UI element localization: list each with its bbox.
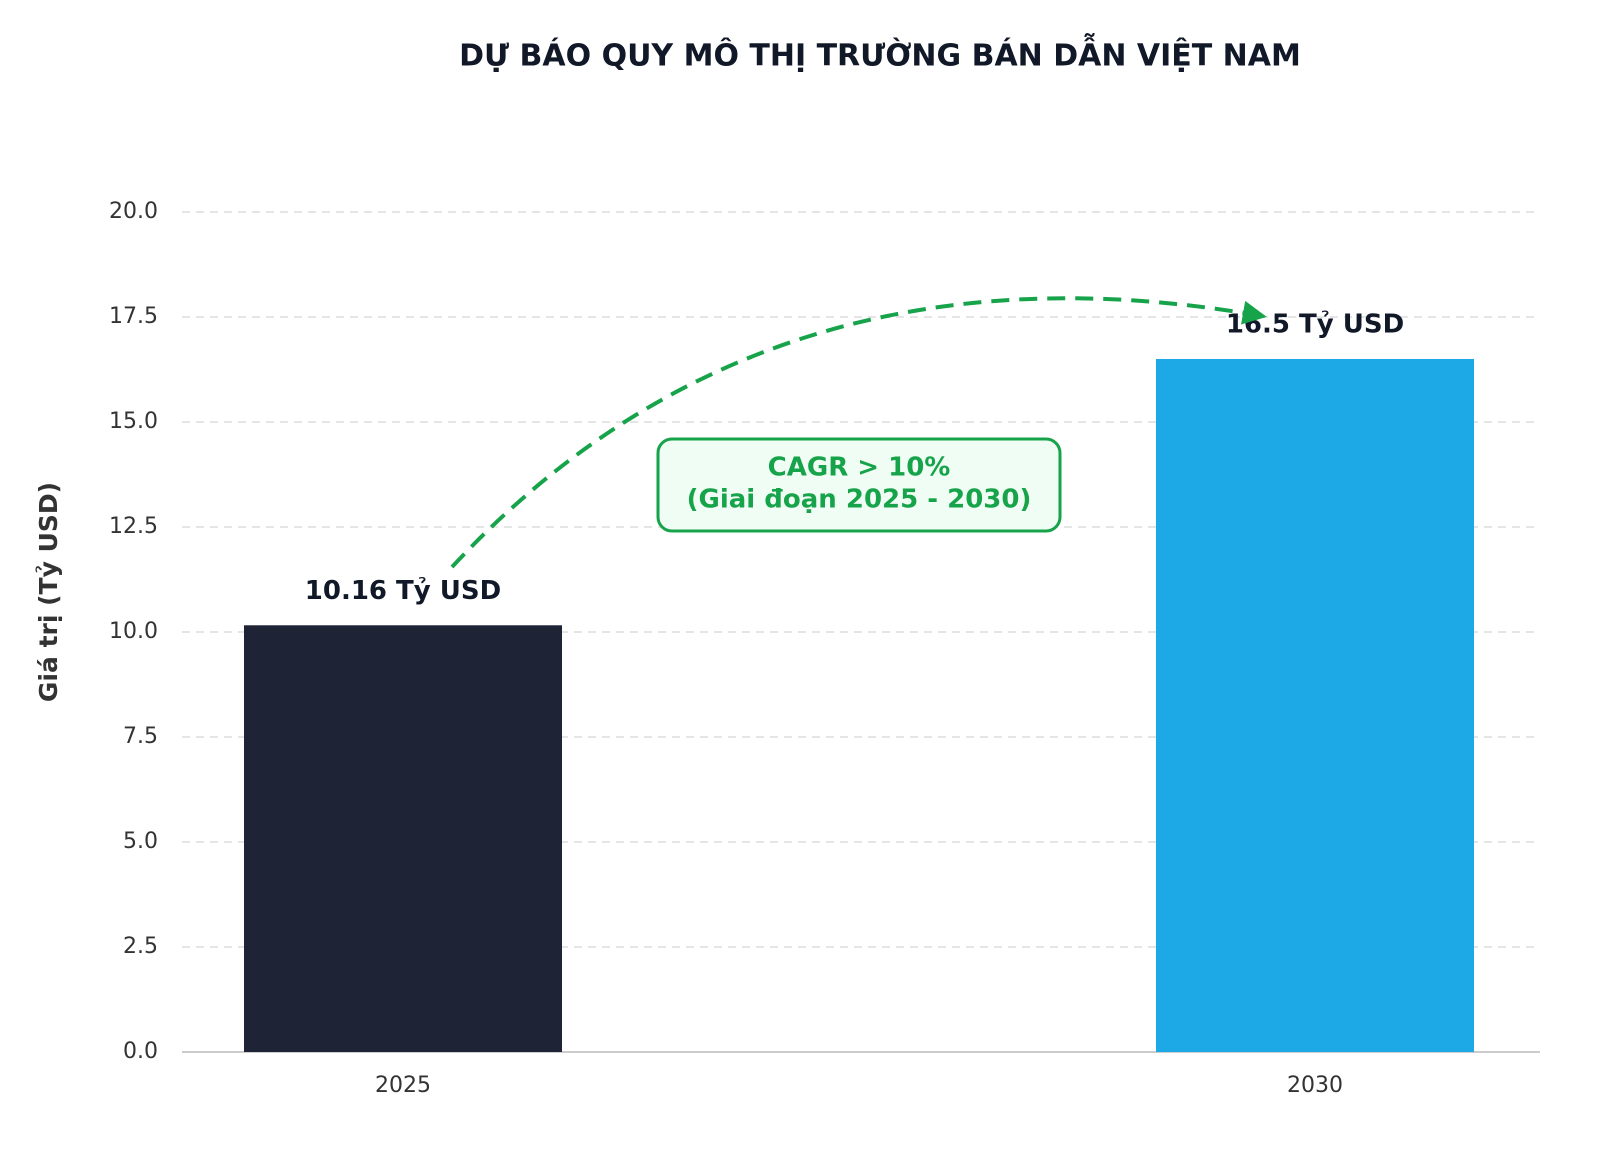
y-tick-label: 20.0 [109, 199, 158, 224]
y-tick-label: 10.0 [109, 619, 158, 644]
annotation-box [656, 437, 1062, 533]
value-label: 10.16 Tỷ USD [305, 576, 501, 606]
y-tick-label: 17.5 [109, 304, 158, 329]
x-tick-label: 2025 [375, 1073, 431, 1098]
x-tick-label: 2030 [1287, 1073, 1343, 1098]
y-tick-label: 0.0 [123, 1039, 158, 1064]
chart-title: DỰ BÁO QUY MÔ THỊ TRƯỜNG BÁN DẪN VIỆT NA… [459, 33, 1301, 74]
bar [1156, 359, 1474, 1052]
annotation-text: CAGR > 10% [768, 453, 951, 483]
y-tick-label: 12.5 [109, 514, 158, 539]
annotation-text: (Giai đoạn 2025 - 2030) [687, 485, 1032, 515]
y-tick-label: 7.5 [123, 724, 158, 749]
y-axis-label: Giá trị (Tỷ USD) [34, 482, 63, 702]
y-tick-label: 15.0 [109, 409, 158, 434]
y-tick-label: 2.5 [123, 934, 158, 959]
growth-arrow [450, 296, 1267, 569]
y-tick-label: 5.0 [123, 829, 158, 854]
bar [244, 625, 562, 1052]
